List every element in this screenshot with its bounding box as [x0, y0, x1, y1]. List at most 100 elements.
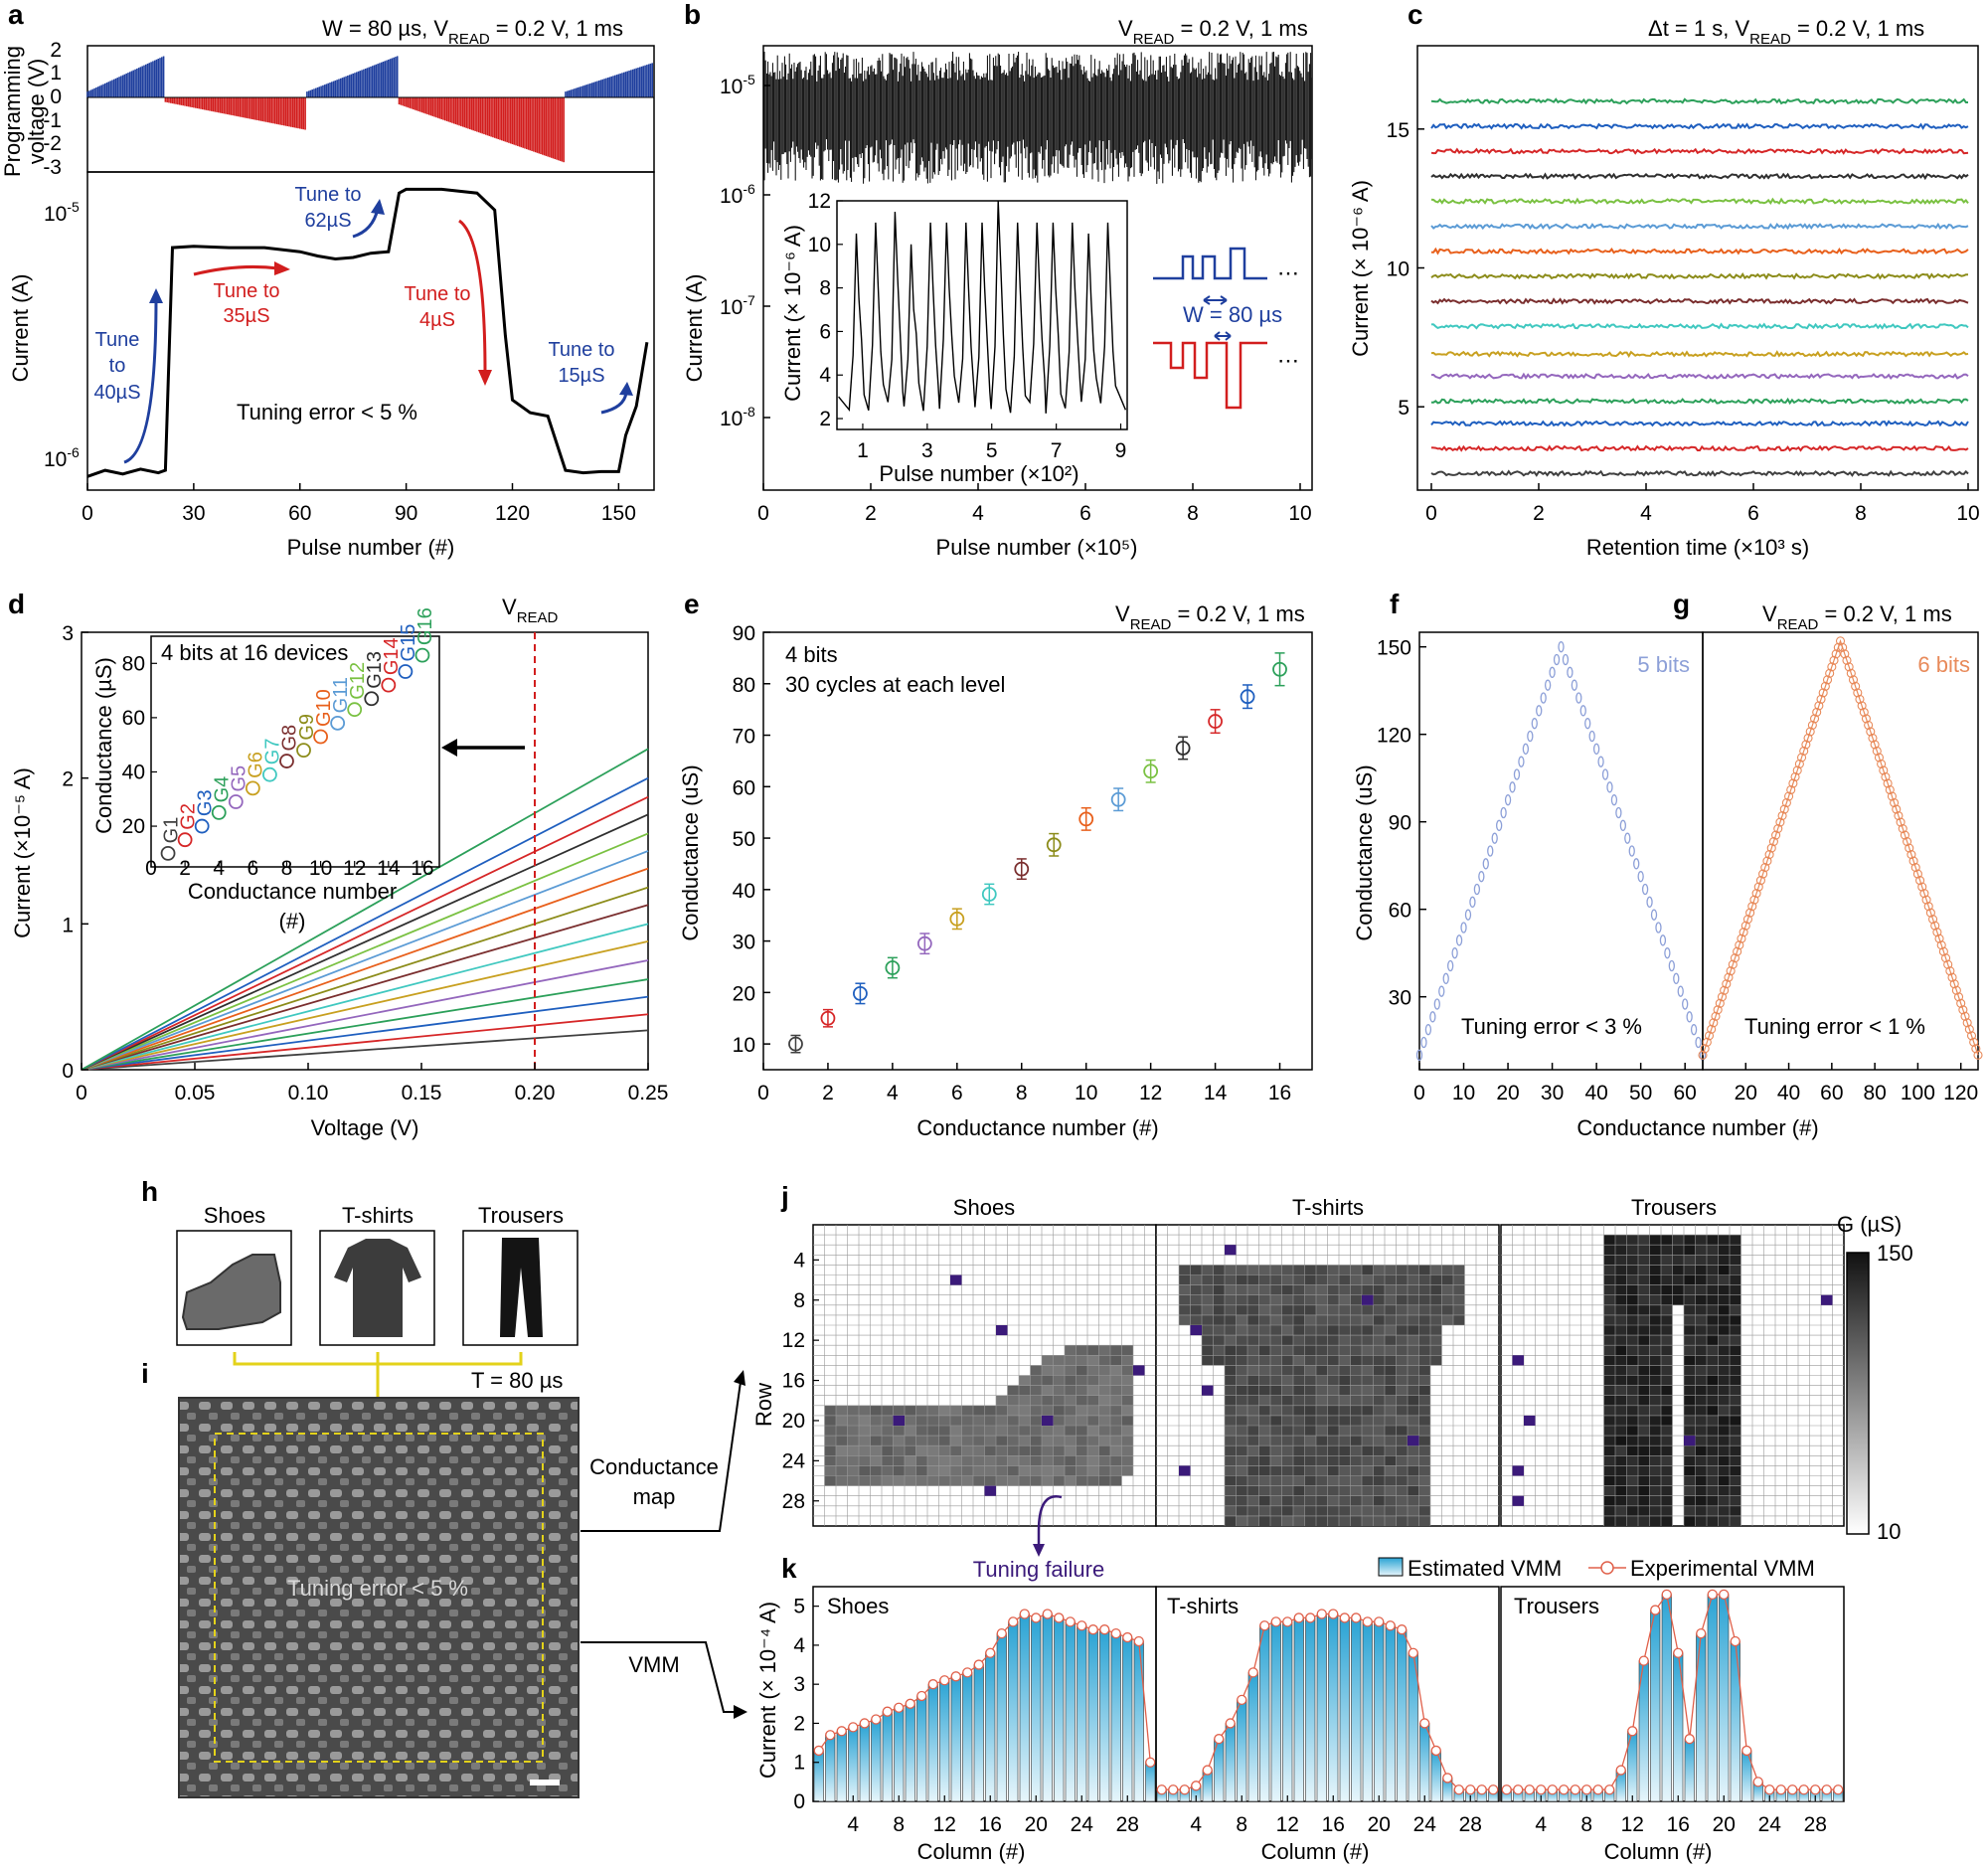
j-cell — [1121, 1355, 1133, 1366]
j-cell — [1418, 1355, 1430, 1366]
j-cell — [847, 1475, 859, 1486]
b-ytick-label: 10-8 — [720, 404, 755, 430]
g-point — [1751, 889, 1761, 899]
j-cell — [1065, 1385, 1077, 1396]
k-bar — [927, 1683, 938, 1802]
j-cell — [1098, 1375, 1110, 1386]
j-cell — [1225, 1365, 1237, 1376]
j-cell — [905, 1455, 916, 1466]
k-exp-point — [973, 1659, 984, 1670]
j-cell — [1076, 1375, 1087, 1386]
k-bar — [1684, 1738, 1695, 1802]
j-cell — [1362, 1274, 1374, 1285]
k-ytick-label: 4 — [793, 1634, 805, 1657]
j-cell — [1258, 1415, 1270, 1426]
panel-g: g VREAD = 0.2 V, 1 ms 6 bits Tuning erro… — [1576, 589, 1983, 1140]
k-xtick-label: 12 — [1276, 1813, 1299, 1836]
k-bar — [1707, 1594, 1718, 1802]
f-point — [1558, 641, 1565, 653]
j-cell — [973, 1426, 985, 1437]
k-bar — [825, 1734, 836, 1802]
g-point — [1766, 843, 1776, 853]
j-cell — [1695, 1325, 1707, 1336]
j-cell — [1730, 1355, 1741, 1366]
j-cell — [1638, 1335, 1650, 1346]
g-point — [1921, 895, 1931, 905]
j-cell — [1603, 1375, 1615, 1386]
g-xtick-label: 40 — [1777, 1082, 1800, 1104]
j-cell — [1649, 1465, 1661, 1476]
k-exp-point — [1719, 1589, 1730, 1601]
c-xticks: 0 2 4 6 8 10 — [1425, 483, 1980, 525]
j-cell — [1247, 1445, 1259, 1456]
ann-tune35-l2: 35µS — [223, 305, 269, 327]
j-cell — [1258, 1455, 1270, 1466]
arrow-tune4 — [458, 219, 487, 374]
j-cell — [1042, 1475, 1054, 1486]
j-cell — [1695, 1436, 1707, 1446]
j-cell — [1603, 1245, 1615, 1256]
k-exp-point — [1328, 1609, 1339, 1619]
j-cell — [1076, 1445, 1087, 1456]
j-cell — [1350, 1475, 1362, 1486]
j-cell — [1684, 1245, 1696, 1256]
j-cell — [1362, 1385, 1374, 1396]
j-cell — [1638, 1455, 1650, 1466]
k-exp-point — [1339, 1612, 1350, 1623]
j-cell — [1225, 1495, 1237, 1506]
j-cell — [1638, 1385, 1650, 1396]
j-cell — [1247, 1345, 1259, 1356]
j-cell — [1350, 1455, 1362, 1466]
j-cell — [996, 1475, 1008, 1486]
j-cell — [1661, 1345, 1673, 1356]
f-ytick-label: 30 — [1389, 987, 1411, 1010]
j-cell — [1110, 1436, 1122, 1446]
j-cell — [1649, 1294, 1661, 1305]
j-cell — [996, 1436, 1008, 1446]
g-point — [1872, 746, 1882, 756]
j-cell — [1304, 1385, 1316, 1396]
j-cell — [1626, 1304, 1638, 1315]
j-cell — [1258, 1265, 1270, 1275]
k-xtick-label: 20 — [1368, 1813, 1391, 1836]
j-cell — [1396, 1475, 1408, 1486]
j-cell — [824, 1455, 836, 1466]
c-xtick-label: 0 — [1425, 502, 1437, 525]
j-cell — [1030, 1365, 1042, 1376]
j-cell — [1615, 1445, 1627, 1456]
tshirt-image — [334, 1239, 421, 1337]
k-exp-point — [1547, 1784, 1558, 1795]
j-cell — [1121, 1375, 1133, 1386]
k-bar — [1145, 1762, 1156, 1802]
k-xtick-label: 24 — [1758, 1813, 1782, 1836]
j-cell — [1707, 1515, 1719, 1526]
j-cell — [1327, 1455, 1339, 1466]
j-cell — [1065, 1475, 1077, 1486]
j-cell — [1603, 1235, 1615, 1246]
j-cell — [905, 1415, 916, 1426]
k-bar — [950, 1676, 961, 1802]
j-cell — [1270, 1495, 1282, 1506]
k-exp-point — [1408, 1647, 1418, 1658]
j-cell — [1281, 1455, 1293, 1466]
f-point — [1579, 705, 1586, 717]
j-cell — [1362, 1304, 1374, 1315]
j-failure-cell — [1202, 1385, 1214, 1396]
j-cell — [1418, 1495, 1430, 1506]
panel-letter-c: c — [1408, 0, 1423, 30]
j-cell — [1281, 1294, 1293, 1305]
j-cell — [1453, 1314, 1465, 1325]
d-inset-xtick-label: 0 — [145, 857, 157, 880]
j-cell — [1385, 1465, 1397, 1476]
j-cell — [1247, 1284, 1259, 1295]
f-point — [1464, 909, 1472, 921]
j-cell — [1339, 1445, 1351, 1456]
j-cell — [1684, 1265, 1696, 1275]
j-cell — [1270, 1284, 1282, 1295]
device-label: G2 — [177, 803, 199, 830]
iv-curve — [81, 995, 649, 1071]
j-cell — [1649, 1245, 1661, 1256]
j-cell — [1019, 1426, 1031, 1437]
j-cell — [1098, 1395, 1110, 1406]
